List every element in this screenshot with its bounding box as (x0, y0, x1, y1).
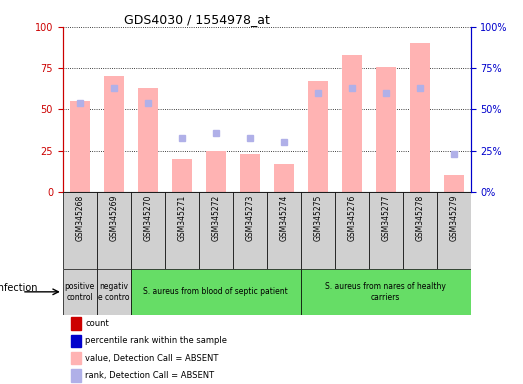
Bar (301, 192, 335, 269)
Bar (63, 192, 97, 269)
Bar (274, 164, 294, 192)
Bar (206, 151, 226, 192)
Bar (308, 81, 328, 192)
Text: S. aureus from blood of septic patient: S. aureus from blood of septic patient (143, 287, 288, 296)
Bar (165, 192, 199, 269)
Text: negativ
e contro: negativ e contro (98, 282, 130, 301)
Text: GDS4030 / 1554978_at: GDS4030 / 1554978_at (124, 13, 270, 26)
Text: GSM345269: GSM345269 (109, 194, 118, 241)
Text: GSM345276: GSM345276 (347, 194, 356, 241)
Text: GSM345278: GSM345278 (415, 194, 424, 240)
Text: GSM345268: GSM345268 (75, 194, 84, 240)
Text: rank, Detection Call = ABSENT: rank, Detection Call = ABSENT (85, 371, 214, 380)
Text: GSM345273: GSM345273 (245, 194, 254, 241)
Bar (71, 317, 81, 330)
Text: GSM345279: GSM345279 (449, 194, 458, 241)
Bar (369, 192, 403, 269)
Bar (97, 269, 131, 315)
Bar (410, 43, 430, 192)
Bar (342, 55, 362, 192)
Bar (301, 269, 471, 315)
Bar (97, 192, 131, 269)
Bar (71, 334, 81, 347)
Bar (444, 175, 464, 192)
Bar (267, 192, 301, 269)
Text: percentile rank within the sample: percentile rank within the sample (85, 336, 227, 345)
Text: infection: infection (0, 283, 37, 293)
Bar (437, 192, 471, 269)
Bar (172, 159, 192, 192)
Bar (63, 269, 97, 315)
Bar (138, 88, 158, 192)
Text: value, Detection Call = ABSENT: value, Detection Call = ABSENT (85, 354, 219, 362)
Text: GSM345272: GSM345272 (211, 194, 220, 240)
Text: GSM345277: GSM345277 (381, 194, 390, 241)
Bar (240, 154, 260, 192)
Bar (71, 369, 81, 382)
Bar (335, 192, 369, 269)
Bar (376, 66, 396, 192)
Bar (131, 192, 165, 269)
Bar (71, 352, 81, 364)
Text: S. aureus from nares of healthy
carriers: S. aureus from nares of healthy carriers (325, 282, 446, 301)
Text: GSM345270: GSM345270 (143, 194, 152, 241)
Bar (70, 101, 90, 192)
Bar (233, 192, 267, 269)
Bar (403, 192, 437, 269)
Text: GSM345274: GSM345274 (279, 194, 288, 241)
Bar (199, 192, 233, 269)
Bar (104, 76, 124, 192)
Text: GSM345271: GSM345271 (177, 194, 186, 240)
Text: positive
control: positive control (65, 282, 95, 301)
Text: GSM345275: GSM345275 (313, 194, 322, 241)
Text: count: count (85, 319, 109, 328)
Bar (131, 269, 301, 315)
